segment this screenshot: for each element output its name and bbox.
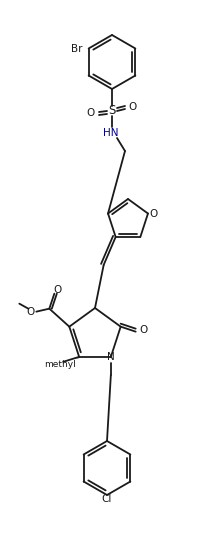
Text: S: S <box>108 105 116 117</box>
Text: O: O <box>129 102 137 112</box>
Text: HN: HN <box>103 128 119 138</box>
Text: O: O <box>53 285 61 295</box>
Text: O: O <box>139 325 148 335</box>
Text: Br: Br <box>71 44 83 54</box>
Text: O: O <box>87 108 95 118</box>
Text: O: O <box>150 208 158 218</box>
Text: Cl: Cl <box>102 494 112 504</box>
Text: methyl: methyl <box>44 361 76 369</box>
Text: methyl: methyl <box>75 358 80 359</box>
Text: N: N <box>107 352 115 362</box>
Text: O: O <box>26 307 34 317</box>
